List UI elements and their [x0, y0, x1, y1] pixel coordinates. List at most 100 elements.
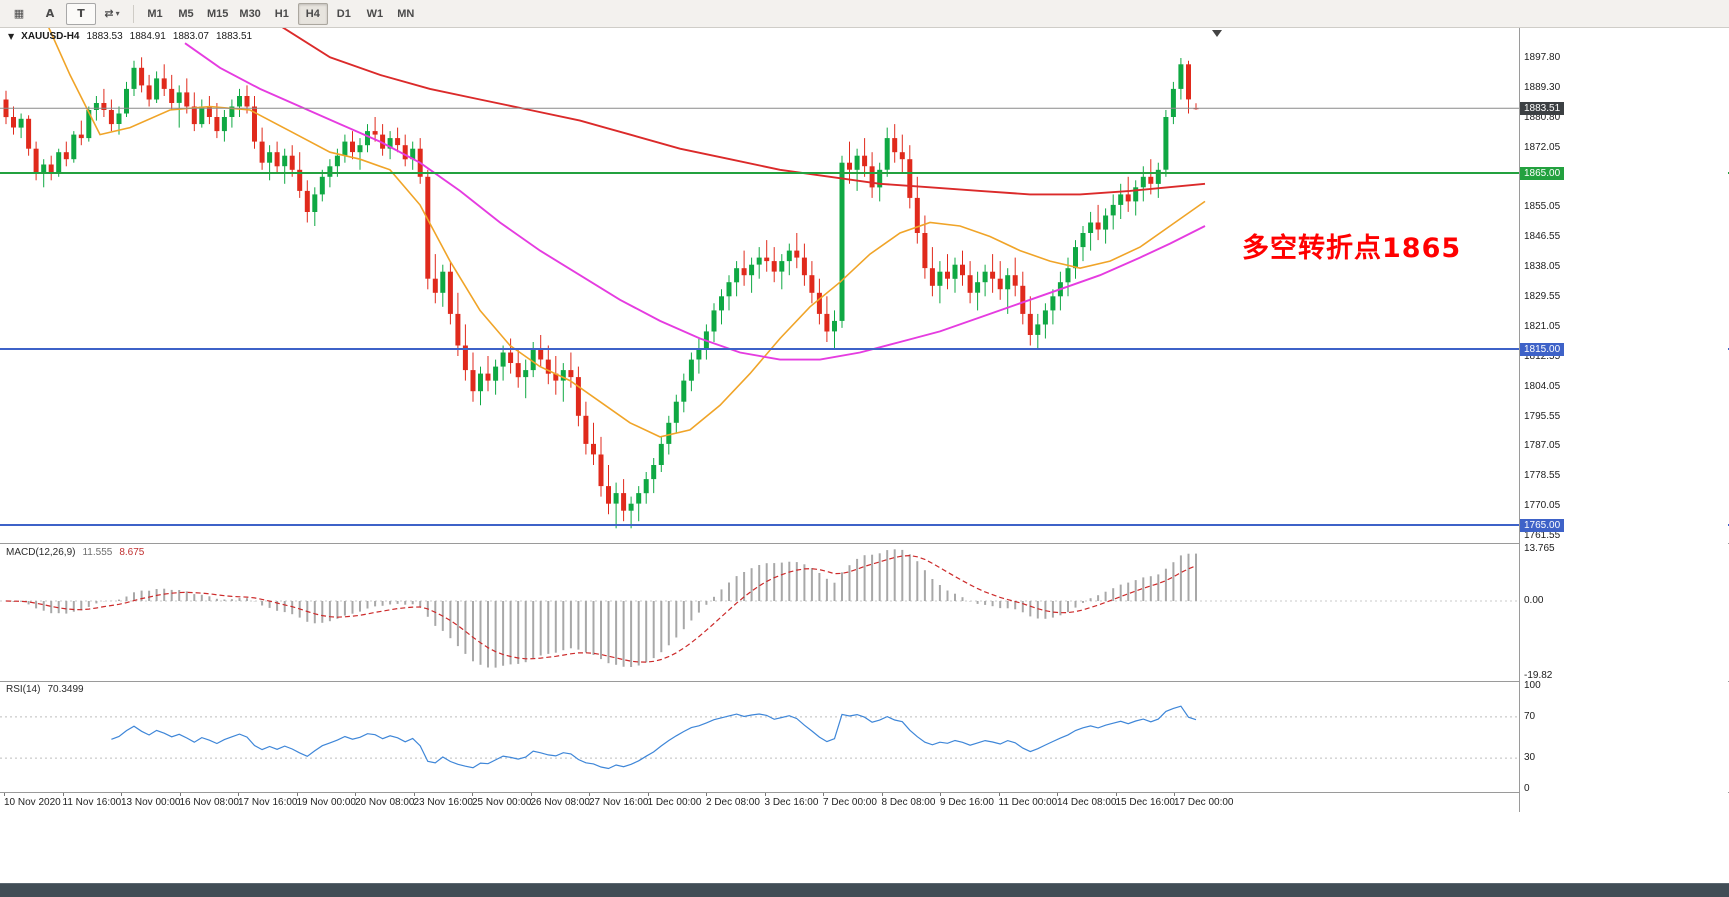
time-axis[interactable]: 10 Nov 2020 11 Nov 16:00 13 Nov 00:00 16 No…: [0, 793, 1519, 812]
time-tick: [881, 793, 883, 796]
timeframe-button-M1[interactable]: M1: [147, 7, 163, 20]
text-tool-icon: T: [77, 7, 85, 20]
time-label: 26 Nov 08:00: [530, 797, 591, 808]
chart-info-bar: ▼ XAUUSD-H4 1883.53 1884.91 1883.07 1883…: [8, 31, 252, 42]
price-tag-1815.00: 1815.00: [1520, 343, 1565, 357]
timeframe-button-W1[interactable]: W1: [366, 7, 384, 20]
price-tag-1765.00: 1765.00: [1520, 518, 1565, 532]
time-label: 27 Nov 16:00: [589, 797, 649, 808]
macd-signal-value: 8.675: [119, 547, 145, 558]
price-tick: 1795.55: [1524, 410, 1561, 422]
time-label: 17 Nov 16:00: [238, 797, 298, 808]
cursor-tool-button[interactable]: A: [35, 3, 65, 25]
time-tick: [940, 793, 941, 796]
timeframe-button-MN[interactable]: MN: [397, 7, 415, 20]
rsi-name: RSI(14): [6, 684, 41, 695]
time-tick: [413, 793, 415, 796]
price-tick: 1770.05: [1524, 500, 1561, 512]
price-tick: 1829.55: [1524, 291, 1561, 302]
price-tick: 1812.55: [1524, 350, 1561, 362]
time-tick: [1057, 793, 1058, 796]
time-label: 9 Dec 16:00: [940, 797, 994, 808]
time-label: 14 Dec 08:00: [1057, 797, 1117, 808]
symbol-dropdown-icon[interactable]: ▼: [8, 32, 15, 41]
hline-1765.00[interactable]: [0, 523, 1729, 526]
price-tick: 1787.05: [1524, 440, 1561, 452]
price-tick: 1855.05: [1524, 201, 1561, 213]
macd-main-value: 11.555: [82, 547, 113, 558]
time-label: 20 Nov 08:00: [355, 797, 415, 808]
price-tag-current: 1883.51: [1520, 102, 1565, 116]
timeframe-button-M5[interactable]: M5: [178, 7, 194, 20]
price-axis[interactable]: 1865.00 1815.00 1765.00 1883.51 1897.80 1889.…: [1519, 28, 1728, 812]
time-label: 17 Dec 00:00: [1174, 797, 1234, 808]
time-label: 3 Dec 16:00: [764, 797, 819, 808]
time-tick: [1174, 793, 1175, 796]
ohlc-open: 1883.53: [86, 31, 123, 42]
chart-text-annotation[interactable]: 多空转折点1865: [1242, 233, 1462, 264]
time-label: 19 Nov 00:00: [296, 797, 357, 808]
price-tick: 1838.05: [1524, 261, 1561, 273]
macd-axis-tick: 0.00: [1524, 595, 1544, 606]
rsi-label: RSI(14) 70.3499: [6, 684, 84, 695]
rsi-canvas[interactable]: [0, 682, 1519, 792]
time-tick: [589, 793, 590, 796]
macd-axis-tick: 13.765: [1524, 542, 1555, 554]
time-tick: [764, 793, 766, 796]
time-tick: [62, 793, 64, 796]
time-label: 8 Dec 08:00: [881, 797, 936, 808]
time-label: 13 Nov 00:00: [121, 797, 181, 808]
time-tick: [4, 793, 5, 796]
timeframe-button-H4[interactable]: H4: [297, 2, 328, 25]
ohlc-close: 1883.51: [215, 31, 253, 42]
dropdown-arrow-icon: ▾: [115, 9, 120, 18]
symbol-timeframe-label: XAUUSD-H4: [21, 31, 80, 42]
hline-1865.00[interactable]: [0, 172, 1729, 175]
price-tick: 1761.55: [1524, 530, 1561, 541]
timeframe-button-D1[interactable]: D1: [336, 7, 351, 20]
panel-separator: [0, 681, 1729, 682]
macd-label: MACD(12,26,9) 11.555 8.675: [6, 547, 144, 558]
time-tick: [296, 793, 298, 796]
time-tick: [706, 793, 707, 796]
time-label: 1 Dec 00:00: [647, 797, 702, 808]
price-tick: 1880.80: [1524, 111, 1561, 123]
price-tick: 1889.30: [1524, 81, 1561, 93]
new-chart-icon: ▦: [13, 7, 25, 20]
price-tag-1865.00: 1865.00: [1520, 167, 1565, 181]
time-label: 2 Dec 08:00: [706, 797, 760, 808]
macd-canvas[interactable]: [0, 544, 1519, 681]
macd-axis-tick: -19.82: [1524, 669, 1553, 681]
price-tick: 1804.05: [1524, 380, 1561, 392]
time-label: 11 Nov 16:00: [62, 797, 122, 808]
hline-1815.00[interactable]: [0, 348, 1729, 351]
panel-separator: [0, 543, 1729, 544]
time-label: 11 Dec 00:00: [998, 797, 1058, 808]
time-tick: [121, 793, 122, 796]
time-tick: [238, 793, 239, 796]
time-label: 23 Nov 16:00: [413, 797, 474, 808]
scroll-end-marker-icon[interactable]: [1212, 30, 1222, 37]
time-tick: [823, 793, 824, 796]
time-tick: [179, 793, 181, 796]
rsi-axis-tick: 70: [1524, 710, 1536, 722]
text-tool-button[interactable]: T: [66, 2, 96, 25]
price-tick: 1897.80: [1524, 52, 1561, 63]
price-tick: 1778.55: [1524, 470, 1561, 482]
chart-tools-button[interactable]: ⇄ ▾: [97, 3, 127, 25]
timeframe-button-H1[interactable]: H1: [274, 7, 289, 20]
toolbar: ▦ A T ⇄ ▾ M1 M5 M15 M30 H1 H4 D1 W1 MN: [0, 0, 1729, 28]
cursor-tool-icon: A: [45, 7, 55, 20]
toolbar-icon-group: ▦ A T ⇄ ▾: [4, 2, 127, 25]
ohlc-low: 1883.07: [172, 31, 209, 42]
time-tick: [472, 793, 473, 796]
ohlc-high: 1884.91: [129, 31, 166, 42]
new-chart-button[interactable]: ▦: [4, 3, 34, 25]
time-tick: [530, 793, 532, 796]
price-tick: 1872.05: [1524, 141, 1561, 153]
timeframe-button-M15[interactable]: M15: [207, 7, 229, 20]
timeframe-button-M30[interactable]: M30: [239, 7, 261, 20]
price-chart-canvas[interactable]: [0, 7, 1519, 543]
time-label: 7 Dec 00:00: [823, 797, 877, 808]
